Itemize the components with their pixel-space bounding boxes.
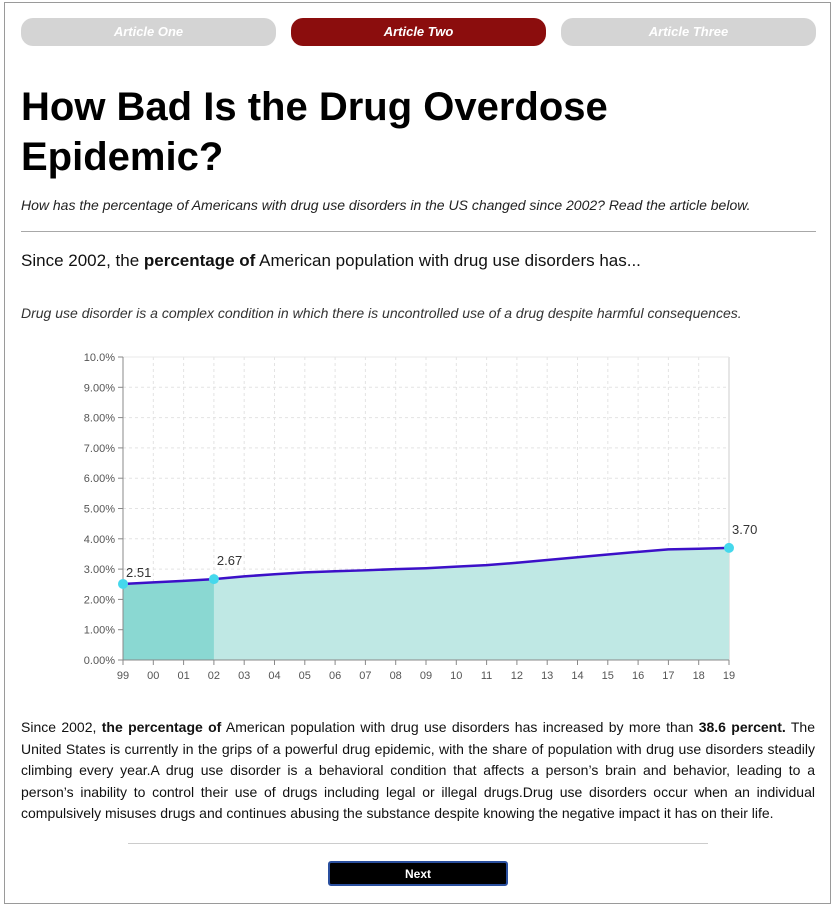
data-point-label: 3.70: [732, 522, 757, 537]
data-point-marker: [208, 574, 219, 585]
article-frame: [4, 2, 831, 904]
body-text: The United States is currently in the gr…: [21, 719, 815, 821]
x-tick-label: 09: [420, 670, 432, 682]
area-fill: [123, 547, 729, 660]
overdose-area-chart: 0.00% 1.00% 2.00% 3.00% 4.00% 5.00% 6.00% 7.00%…: [84, 352, 758, 682]
footer-divider: [128, 843, 708, 844]
tab-article-one[interactable]: Article One: [21, 18, 276, 46]
body-bold-percent: 38.6 percent.: [698, 719, 786, 735]
article-body: Since 2002, the percentage of American p…: [21, 717, 815, 825]
tab-article-two[interactable]: Article Two: [291, 18, 546, 46]
x-tick-label: 06: [329, 670, 341, 682]
y-tick-label: 0.00%: [84, 655, 115, 667]
x-tick-label: 07: [359, 670, 371, 682]
x-tick-label: 15: [602, 670, 614, 682]
x-tick-label: 04: [268, 670, 280, 682]
data-point-marker: [724, 542, 734, 553]
page-title: How Bad Is the Drug Overdose Epidemic?: [21, 85, 608, 179]
lead-sentence: Since 2002, the percentage of American p…: [21, 251, 641, 271]
data-point-label: 2.67: [217, 553, 242, 568]
x-tick-label: 00: [147, 670, 159, 682]
x-tick-label: 08: [390, 670, 402, 682]
x-tick-label: 14: [571, 670, 583, 682]
x-tick-label: 17: [662, 670, 674, 682]
y-tick-label: 6.00%: [84, 473, 115, 485]
highlight-area-fill: [123, 579, 214, 660]
x-tick-label: 12: [511, 670, 523, 682]
y-tick-label: 10.0%: [84, 352, 115, 364]
x-tick-label: 18: [693, 670, 705, 682]
tab-article-three[interactable]: Article Three: [561, 18, 816, 46]
y-tick-label: 8.00%: [84, 413, 115, 425]
x-tick-label: 13: [541, 670, 553, 682]
y-tick-label: 5.00%: [84, 504, 115, 516]
series-line: [122, 546, 730, 586]
body-bold-text: the percentage of: [101, 719, 222, 735]
body-text: American population with drug use disord…: [221, 719, 699, 735]
y-tick-label: 9.00%: [84, 382, 115, 394]
x-tick-label: 16: [632, 670, 644, 682]
x-tick-label: 11: [481, 670, 492, 682]
lead-text: Since 2002, the: [21, 251, 144, 270]
definition-note: Drug use disorder is a complex condition…: [21, 305, 742, 321]
y-tick-label: 7.00%: [84, 443, 115, 455]
x-tick-label: 99: [117, 670, 129, 682]
y-tick-label: 3.00%: [84, 564, 115, 576]
page-subtitle: How has the percentage of Americans with…: [21, 197, 751, 213]
lead-bold-text: percentage of: [143, 251, 256, 270]
data-point-marker: [118, 578, 128, 589]
y-tick-label: 2.00%: [84, 594, 115, 606]
lead-text-end: American population with drug use disord…: [255, 251, 641, 270]
x-tick-label: 02: [208, 670, 220, 682]
x-tick-label: 03: [238, 670, 250, 682]
body-text: Since 2002,: [21, 719, 102, 735]
next-button[interactable]: Next: [328, 861, 508, 886]
divider: [21, 231, 816, 232]
x-tick-label: 01: [177, 670, 189, 682]
y-tick-label: 1.00%: [84, 625, 115, 637]
x-tick-label: 19: [723, 670, 735, 682]
x-tick-label: 10: [450, 670, 462, 682]
y-tick-label: 4.00%: [84, 534, 115, 546]
data-point-label: 2.51: [126, 565, 151, 580]
x-tick-label: 05: [299, 670, 311, 682]
